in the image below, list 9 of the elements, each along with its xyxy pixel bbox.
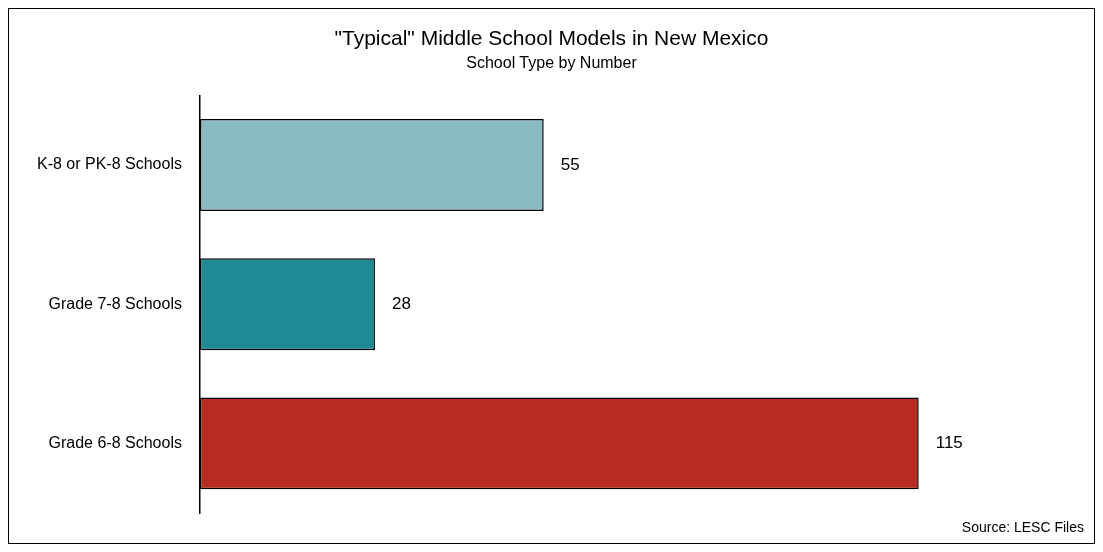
data-label: 55 bbox=[560, 154, 580, 174]
y-tick-label: Grade 7-8 Schools bbox=[48, 294, 182, 312]
source-note: Source: LESC Files bbox=[961, 518, 1084, 535]
y-tick-label: Grade 6-8 Schools bbox=[48, 433, 182, 451]
y-tick-label: K-8 or PK-8 Schools bbox=[37, 155, 182, 173]
data-label: 115 bbox=[935, 433, 963, 453]
data-label: 28 bbox=[391, 293, 411, 313]
chart-subtitle: School Type by Number bbox=[466, 54, 638, 72]
chart-title: "Typical" Middle School Models in New Mexico bbox=[334, 26, 769, 50]
